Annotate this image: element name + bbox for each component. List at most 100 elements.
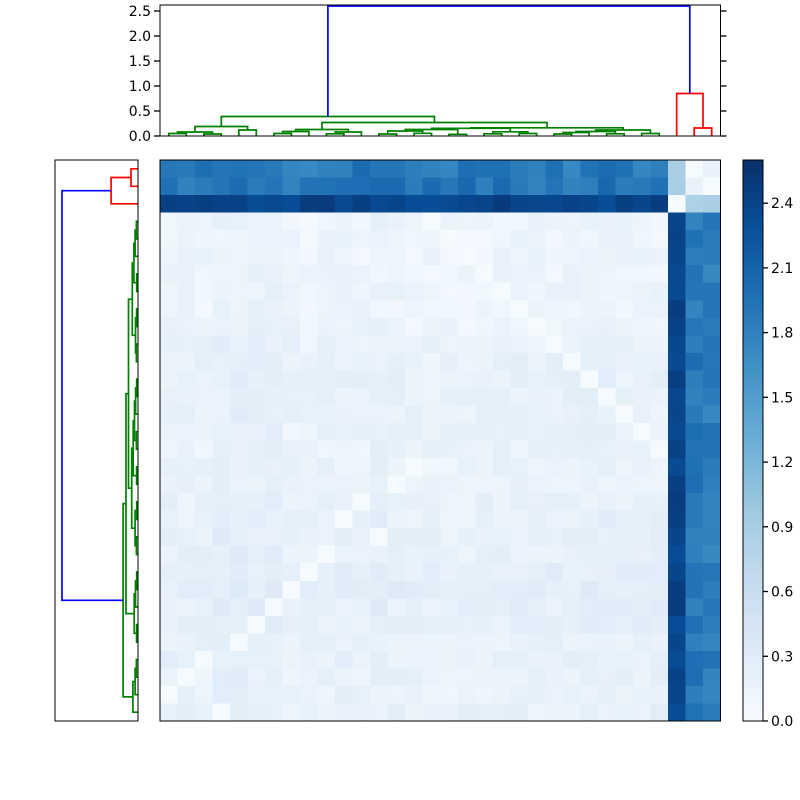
heatmap-cell — [580, 387, 599, 406]
heatmap-cell — [650, 528, 669, 547]
heatmap-cell — [177, 352, 196, 371]
heatmap-cell — [527, 265, 546, 284]
heatmap-cell — [160, 440, 179, 459]
heatmap-cell — [352, 475, 371, 494]
heatmap-cell — [300, 195, 319, 214]
heatmap-cell — [387, 528, 406, 547]
heatmap-row — [160, 668, 721, 687]
heatmap-cell — [195, 387, 214, 406]
heatmap-cell — [632, 422, 651, 441]
heatmap-cell — [527, 317, 546, 336]
heatmap-cell — [650, 615, 669, 634]
heatmap-cell — [195, 422, 214, 441]
heatmap-cell — [650, 510, 669, 529]
heatmap-cell — [597, 528, 616, 547]
heatmap-cell — [335, 633, 354, 652]
heatmap-cell — [527, 247, 546, 266]
heatmap-cell — [247, 615, 266, 634]
heatmap-cell — [685, 563, 704, 582]
heatmap-cell — [475, 615, 494, 634]
heatmap-cell — [545, 668, 564, 687]
heatmap-cell — [160, 528, 179, 547]
heatmap-cell — [457, 458, 476, 477]
heatmap-cell — [195, 668, 214, 687]
heatmap-cell — [475, 177, 494, 196]
heatmap-cell — [650, 493, 669, 512]
heatmap-cell — [247, 545, 266, 564]
heatmap-cell — [300, 440, 319, 459]
y-axis-tick-label: 2.0 — [129, 29, 151, 45]
heatmap-cell — [580, 458, 599, 477]
heatmap-cell — [685, 598, 704, 617]
heatmap-cell — [492, 475, 511, 494]
heatmap-cell — [300, 230, 319, 249]
heatmap-cell — [702, 317, 721, 336]
heatmap-cell — [370, 493, 389, 512]
heatmap-cell — [615, 615, 634, 634]
heatmap-cell — [475, 580, 494, 599]
heatmap-cell — [422, 545, 441, 564]
heatmap-cell — [527, 212, 546, 231]
heatmap-cell — [545, 528, 564, 547]
dendrogram-link — [122, 502, 133, 698]
heatmap-cell — [212, 475, 231, 494]
heatmap-cell — [615, 475, 634, 494]
heatmap-cell — [282, 615, 301, 634]
heatmap-cell — [300, 160, 319, 179]
heatmap-cell — [685, 230, 704, 249]
heatmap-cell — [667, 668, 686, 687]
heatmap-cell — [650, 160, 669, 179]
heatmap-cell — [230, 247, 249, 266]
heatmap-cell — [562, 282, 581, 301]
heatmap-cell — [457, 212, 476, 231]
heatmap-cell — [510, 615, 529, 634]
heatmap-cell — [440, 685, 459, 704]
heatmap-row — [160, 282, 721, 301]
heatmap-cell — [440, 703, 459, 722]
heatmap-cell — [160, 422, 179, 441]
heatmap-cell — [300, 475, 319, 494]
heatmap-cell — [177, 563, 196, 582]
y-axis-tick-label: 1.0 — [129, 79, 151, 95]
heatmap-cell — [440, 458, 459, 477]
heatmap-cell — [702, 545, 721, 564]
heatmap-cell — [632, 335, 651, 354]
heatmap-cell — [580, 195, 599, 214]
heatmap-cell — [685, 212, 704, 231]
heatmap-cell — [475, 475, 494, 494]
heatmap-cell — [457, 317, 476, 336]
heatmap-cell — [422, 580, 441, 599]
heatmap-cell — [702, 265, 721, 284]
heatmap-cell — [265, 212, 284, 231]
heatmap-cell — [580, 317, 599, 336]
heatmap-cell — [667, 352, 686, 371]
heatmap-cell — [265, 195, 284, 214]
heatmap-cell — [685, 633, 704, 652]
heatmap-cell — [317, 440, 336, 459]
heatmap-cell — [615, 300, 634, 319]
heatmap-row — [160, 563, 721, 582]
heatmap-cell — [177, 282, 196, 301]
heatmap-cell — [160, 685, 179, 704]
heatmap-cell — [527, 440, 546, 459]
heatmap-cell — [370, 563, 389, 582]
heatmap-cell — [562, 265, 581, 284]
heatmap-cell — [422, 300, 441, 319]
heatmap-cell — [597, 475, 616, 494]
heatmap-cell — [230, 685, 249, 704]
heatmap-row — [160, 650, 721, 669]
heatmap-cell — [387, 160, 406, 179]
heatmap-cell — [422, 282, 441, 301]
heatmap-cell — [702, 685, 721, 704]
heatmap-cell — [615, 405, 634, 424]
heatmap-cell — [265, 370, 284, 389]
heatmap-cell — [282, 177, 301, 196]
heatmap-cell — [212, 650, 231, 669]
heatmap-cell — [177, 195, 196, 214]
heatmap-cell — [370, 335, 389, 354]
heatmap-cell — [510, 633, 529, 652]
heatmap-cell — [335, 510, 354, 529]
heatmap-cell — [405, 160, 424, 179]
heatmap-cell — [562, 352, 581, 371]
heatmap-cell — [510, 493, 529, 512]
